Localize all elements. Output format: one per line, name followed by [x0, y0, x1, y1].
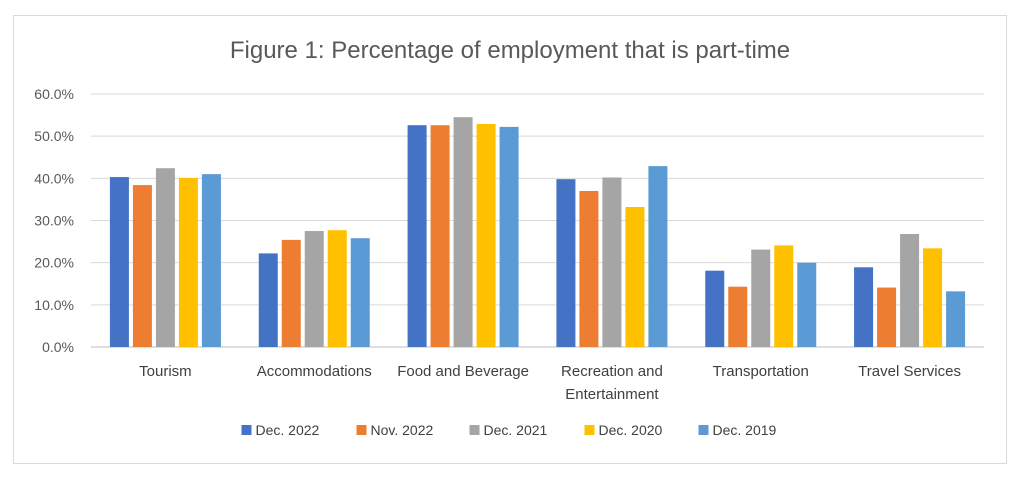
legend: Dec. 2022 Nov. 2022 Dec. 2021 Dec. 2020 Dec.…	[241, 422, 777, 438]
bar	[476, 123, 496, 348]
bar	[648, 166, 668, 347]
y-tick-label: 0.0%	[42, 339, 74, 355]
y-tick-label: 20.0%	[34, 255, 74, 271]
legend-swatch	[584, 425, 595, 435]
bar	[155, 168, 175, 347]
bar	[728, 286, 748, 347]
bar	[201, 174, 221, 347]
bar	[499, 126, 519, 347]
y-axis: 0.0% 10.0% 20.0% 30.0% 40.0% 50.0% 60.0%	[34, 86, 74, 355]
bar	[877, 287, 897, 347]
y-tick-label: 40.0%	[34, 170, 74, 186]
x-axis: Tourism Accommodations Food and Beverage Re…	[139, 363, 961, 403]
bars	[109, 117, 966, 348]
x-tick-label: Tourism	[139, 363, 192, 380]
bar	[407, 125, 427, 347]
bar	[556, 179, 576, 347]
legend-swatch	[698, 425, 709, 435]
bar	[625, 207, 645, 347]
legend-swatch	[241, 425, 252, 435]
bar	[350, 238, 370, 347]
chart-frame: Figure 1: Percentage of employment that …	[13, 15, 1007, 464]
bar	[178, 177, 198, 347]
legend-label: Dec. 2020	[599, 422, 663, 438]
x-tick-label: Entertainment	[565, 386, 659, 403]
x-tick-label: Accommodations	[257, 363, 372, 380]
x-tick-label: Travel Services	[858, 363, 961, 380]
legend-label: Dec. 2022	[256, 422, 320, 438]
bar	[751, 249, 771, 347]
bar	[705, 270, 725, 347]
chart-title: Figure 1: Percentage of employment that …	[230, 37, 790, 64]
bar	[900, 233, 920, 347]
bar	[109, 177, 129, 347]
bar-chart: Figure 1: Percentage of employment that …	[34, 37, 984, 438]
bar	[281, 239, 301, 347]
legend-swatch	[469, 425, 480, 435]
x-tick-label: Food and Beverage	[397, 363, 529, 380]
legend-label: Nov. 2022	[371, 422, 434, 438]
y-tick-label: 10.0%	[34, 297, 74, 313]
bar	[453, 117, 473, 347]
y-tick-label: 60.0%	[34, 86, 74, 102]
bar	[946, 291, 966, 347]
legend-label: Dec. 2019	[713, 422, 777, 438]
bar	[132, 185, 152, 347]
bar	[430, 125, 450, 347]
legend-label: Dec. 2021	[484, 422, 548, 438]
bar	[923, 248, 943, 347]
bar	[327, 230, 347, 347]
bar	[774, 245, 794, 347]
legend-swatch	[356, 425, 367, 435]
x-tick-label: Recreation and	[561, 363, 663, 380]
y-tick-label: 50.0%	[34, 128, 74, 144]
bar	[258, 253, 278, 347]
bar	[854, 267, 874, 347]
bar	[797, 262, 817, 347]
bar	[579, 190, 599, 347]
y-tick-label: 30.0%	[34, 213, 74, 229]
gridlines	[91, 93, 984, 348]
bar	[304, 231, 324, 347]
x-tick-label: Transportation	[713, 363, 809, 380]
bar	[602, 177, 622, 347]
